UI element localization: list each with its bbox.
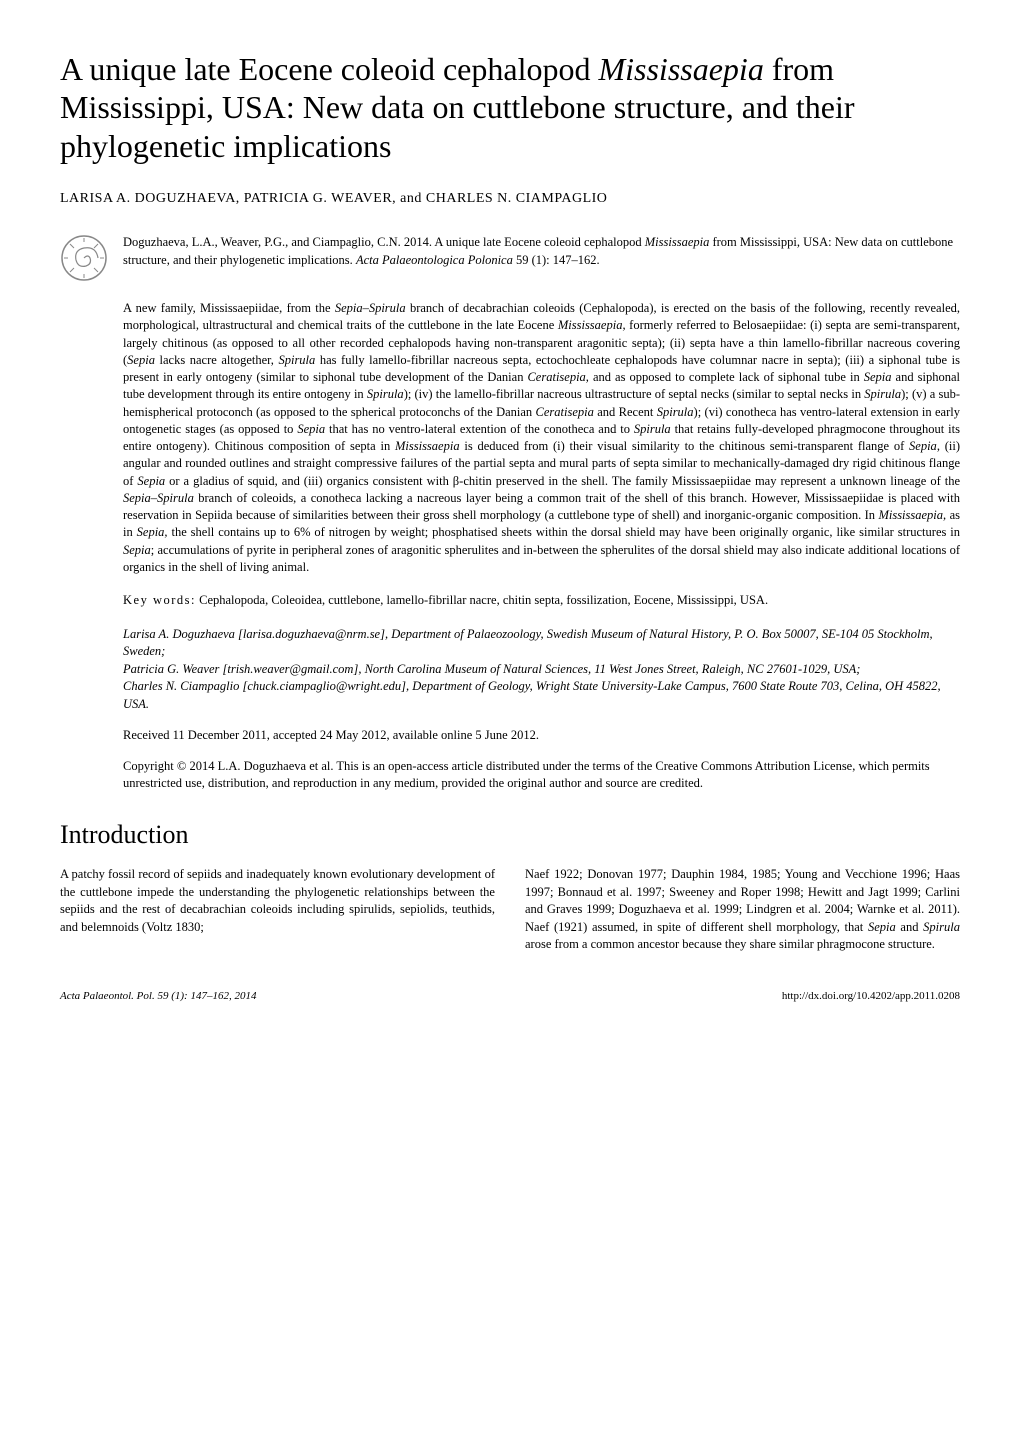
article-title: A unique late Eocene coleoid cephalopod … [60,50,960,165]
copyright-text: Copyright © 2014 L.A. Doguzhaeva et al. … [123,758,960,793]
author-info-block: Larisa A. Doguzhaeva [larisa.doguzhaeva@… [123,626,960,714]
keywords-block: Key words: Cephalopoda, Coleoidea, cuttl… [123,592,960,610]
authors-line: LARISA A. DOGUZHAEVA, PATRICIA G. WEAVER… [60,190,960,209]
footer-citation: Acta Palaeontol. Pol. 59 (1): 147–162, 2… [60,989,256,1004]
citation-journal: Acta Palaeontologica Polonica [356,253,513,267]
keywords-label: Key words: [123,593,196,607]
body-column-left: A patchy fossil record of sepiids and in… [60,866,495,954]
page-footer: Acta Palaeontol. Pol. 59 (1): 147–162, 2… [60,989,960,1004]
citation-authors: Doguzhaeva, L.A., Weaver, P.G., and Ciam… [123,235,432,249]
body-columns: A patchy fossil record of sepiids and in… [60,866,960,954]
author-info-2: Patricia G. Weaver [trish.weaver@gmail.c… [123,661,960,679]
abstract-text: A new family, Mississaepiidae, from the … [123,300,960,576]
ammonite-icon [60,234,108,282]
citation-text: Doguzhaeva, L.A., Weaver, P.G., and Ciam… [123,234,960,269]
section-heading-introduction: Introduction [60,817,960,852]
received-text: Received 11 December 2011, accepted 24 M… [123,727,960,744]
author-info-1: Larisa A. Doguzhaeva [larisa.doguzhaeva@… [123,626,960,661]
author-info-3: Charles N. Ciampaglio [chuck.ciampaglio@… [123,678,960,713]
citation-volume: 59 (1): 147–162. [516,253,600,267]
footer-doi: http://dx.doi.org/10.4202/app.2011.0208 [782,989,960,1004]
keywords-text: Cephalopoda, Coleoidea, cuttlebone, lame… [199,593,768,607]
citation-row: Doguzhaeva, L.A., Weaver, P.G., and Ciam… [60,234,960,282]
body-column-right: Naef 1922; Donovan 1977; Dauphin 1984, 1… [525,866,960,954]
